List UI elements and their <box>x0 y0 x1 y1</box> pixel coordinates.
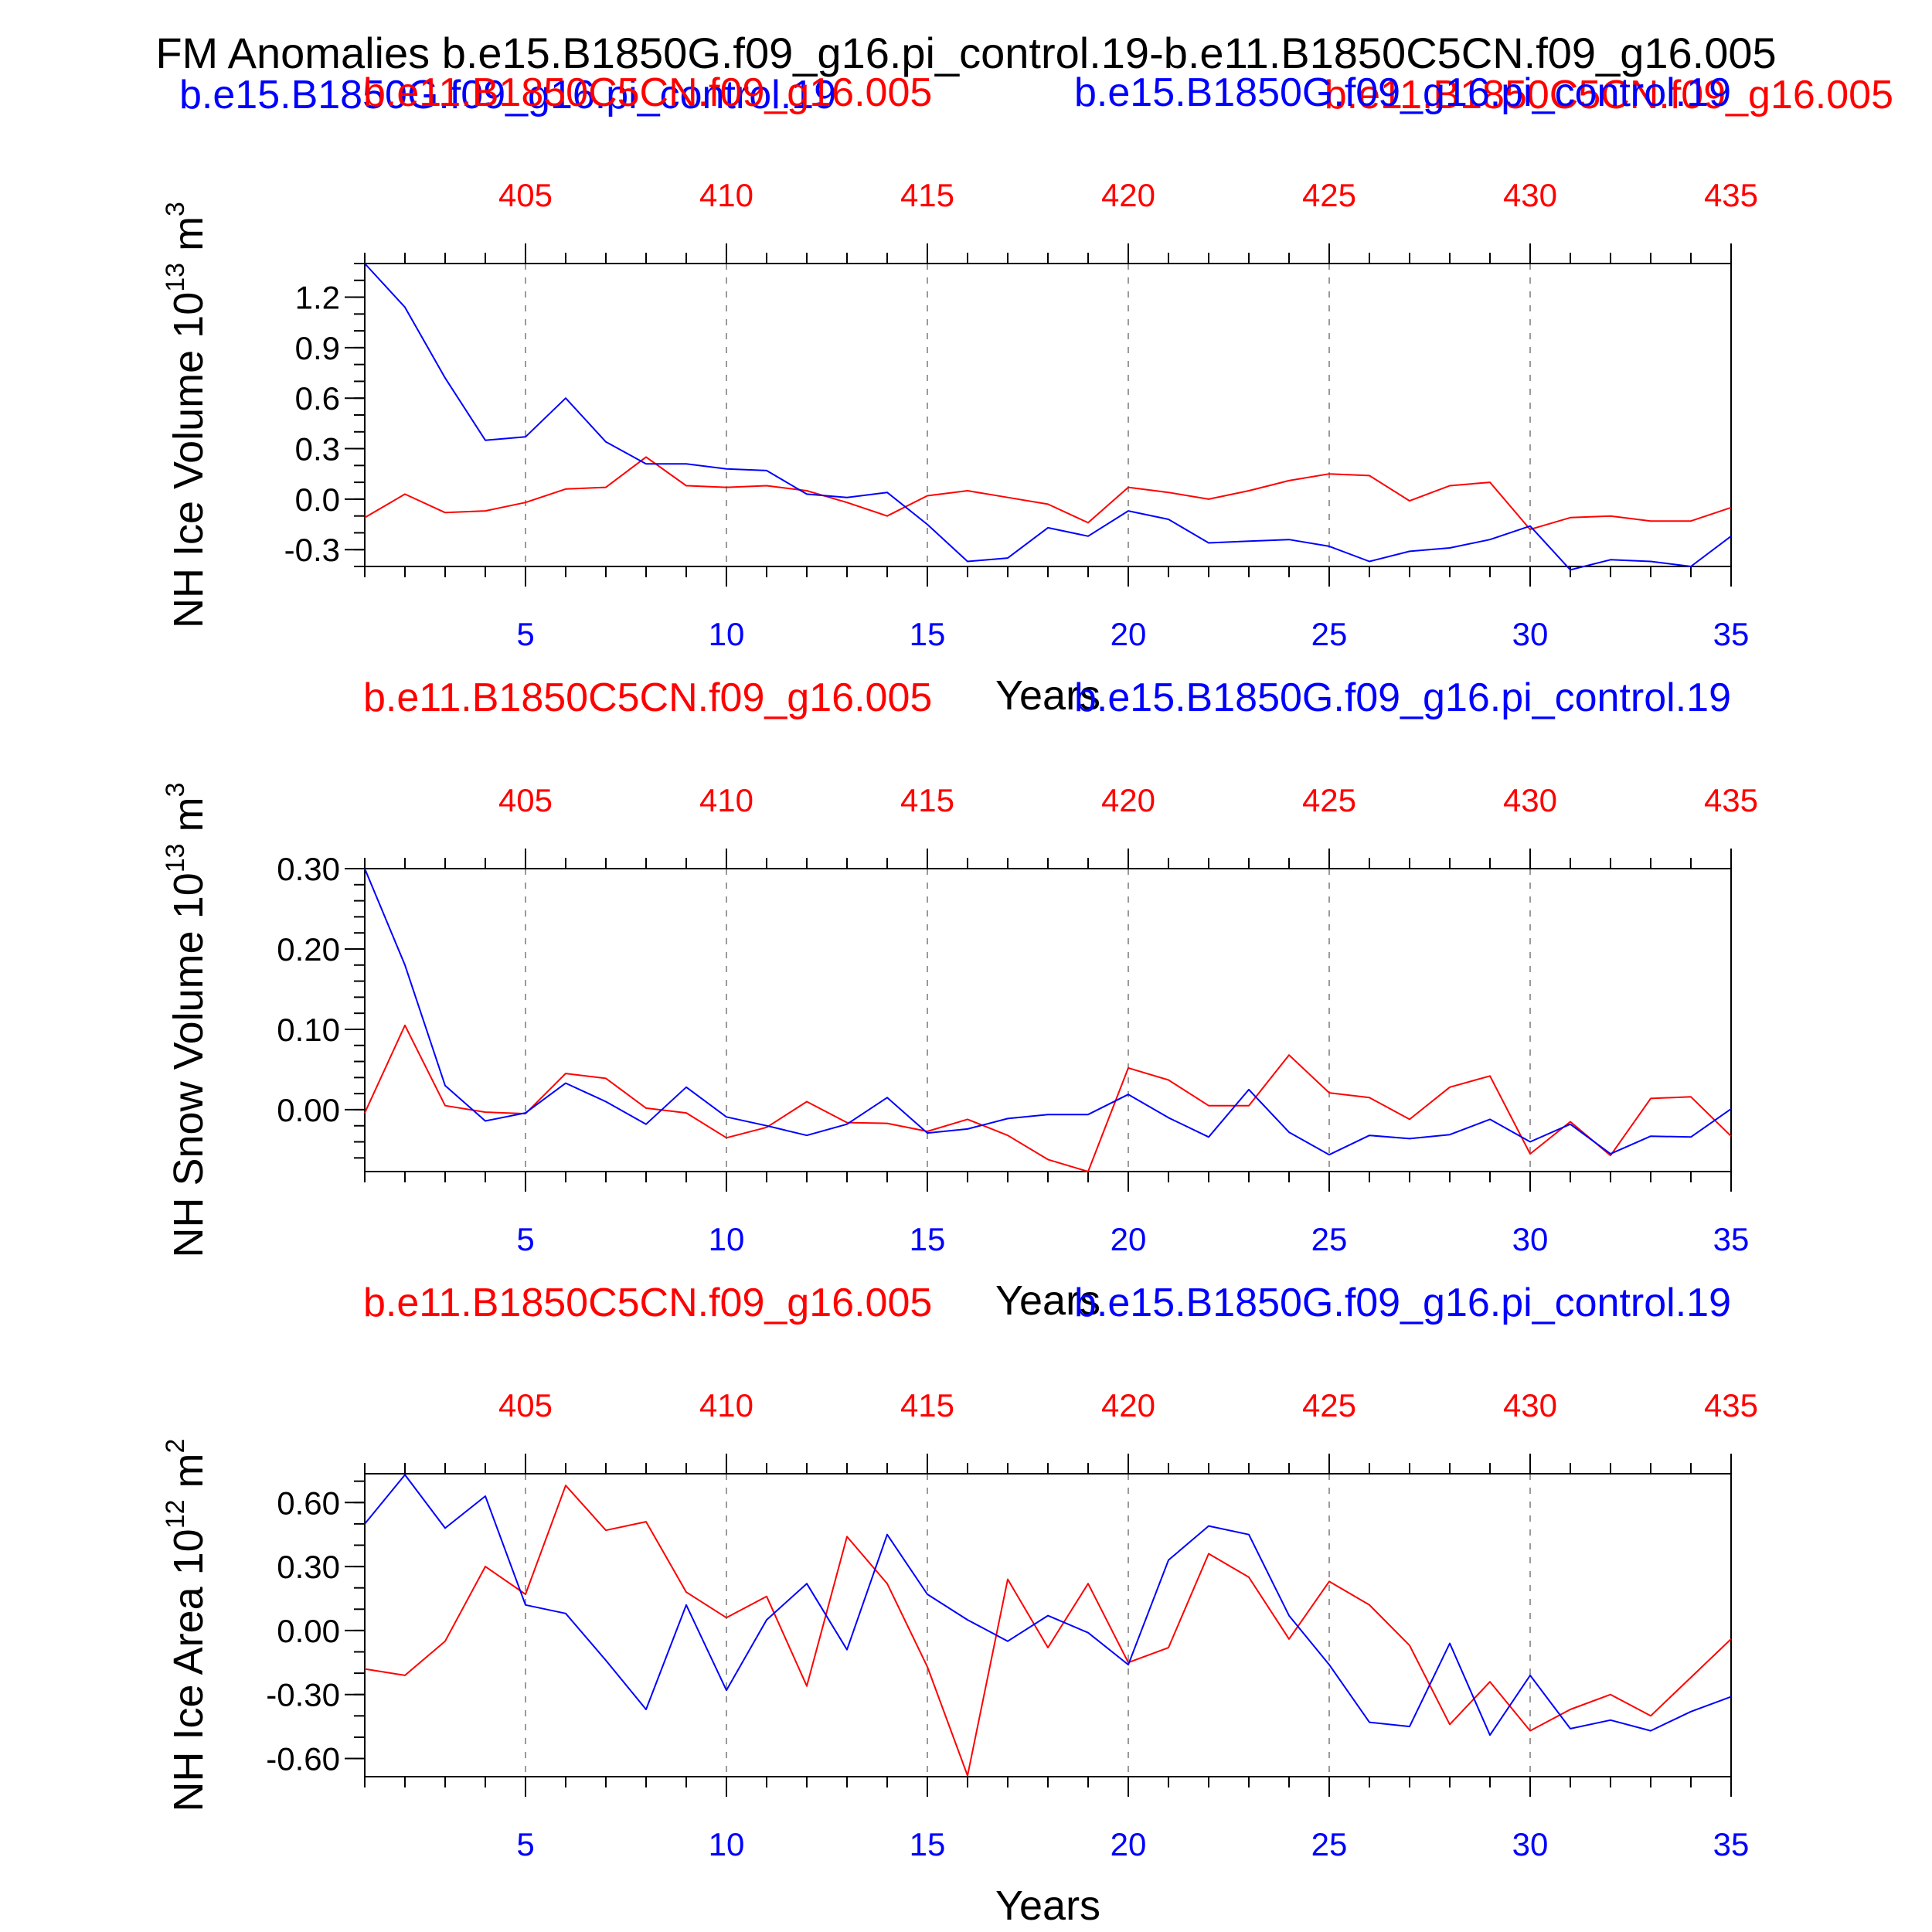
x-top-tick-label: 425 <box>1302 1387 1356 1423</box>
series-line-case2 <box>364 1485 1732 1777</box>
x-top-tick-label: 435 <box>1704 1387 1758 1423</box>
x-tick-label: 5 <box>516 1221 534 1257</box>
x-tick-label: 35 <box>1713 1221 1750 1257</box>
x-top-tick-label: 415 <box>900 1387 954 1423</box>
x-tick-label: 15 <box>910 1826 946 1862</box>
x-tick-label: 25 <box>1311 1221 1348 1257</box>
x-top-tick-label: 420 <box>1101 177 1155 213</box>
x-tick-label: 25 <box>1311 616 1348 652</box>
x-tick-label: 15 <box>910 616 946 652</box>
y-tick-label: 0.60 <box>277 1485 340 1521</box>
x-tick-label: 5 <box>516 616 534 652</box>
y-tick-label: 0.3 <box>295 431 340 468</box>
y-tick-label: 0.30 <box>277 1549 340 1585</box>
y-tick-label: 0.30 <box>277 851 340 887</box>
y-tick-label: 0.6 <box>295 380 340 417</box>
x-top-tick-label: 425 <box>1302 782 1356 818</box>
x-tick-label: 35 <box>1713 1826 1750 1862</box>
panel-title-left: b.e11.B1850C5CN.f09_g16.005 <box>363 70 932 115</box>
x-top-tick-label: 430 <box>1503 177 1557 213</box>
chart-panel-1: b.e11.B1850C5CN.f09_g16.005 b.e15.B1850G.… <box>161 70 1758 719</box>
chart-panel-2: b.e11.B1850C5CN.f09_g16.005 b.e15.B1850G.… <box>161 675 1758 1324</box>
series-line-case1 <box>364 263 1732 571</box>
x-top-tick-label: 405 <box>498 782 553 818</box>
series-line-case2 <box>364 1024 1732 1172</box>
y-axis-label: NH Ice Volume 1013 m3 <box>161 202 212 628</box>
x-tick-label: 10 <box>709 1826 745 1862</box>
x-axis-label: Years <box>995 672 1100 719</box>
x-axis-label: Years <box>995 1277 1100 1324</box>
x-tick-label: 20 <box>1111 1826 1147 1862</box>
y-tick-label: 0.00 <box>277 1092 340 1128</box>
x-top-tick-label: 435 <box>1704 177 1758 213</box>
header-case-left: b.e15.B1850G.f09_g16.pi_control.19 <box>179 73 836 117</box>
y-tick-label: 1.2 <box>295 280 340 316</box>
x-top-tick-label: 415 <box>900 782 954 818</box>
panel-title-right: b.e15.B1850G.f09_g16.pi_control.19 <box>1074 1281 1731 1325</box>
x-top-tick-label: 410 <box>699 1387 753 1423</box>
header-case-right: b.e11.B1850C5CN.f09_g16.005 <box>1325 73 1893 117</box>
x-top-tick-label: 430 <box>1503 1387 1557 1423</box>
x-top-tick-label: 405 <box>498 177 553 213</box>
y-tick-label: 0.00 <box>277 1613 340 1649</box>
y-tick-label: 0.20 <box>277 931 340 968</box>
y-axis-label: NH Snow Volume 1013 m3 <box>161 782 212 1257</box>
panel-title-right: b.e15.B1850G.f09_g16.pi_control.19 <box>1074 70 1731 115</box>
x-tick-label: 30 <box>1512 1826 1549 1862</box>
x-top-tick-label: 410 <box>699 782 753 818</box>
y-tick-label: 0.10 <box>277 1012 340 1048</box>
y-tick-label: 0.0 <box>295 481 340 518</box>
x-top-tick-label: 430 <box>1503 782 1557 818</box>
x-top-tick-label: 405 <box>498 1387 553 1423</box>
x-top-tick-label: 420 <box>1101 782 1155 818</box>
x-top-tick-label: 415 <box>900 177 954 213</box>
y-tick-label: -0.30 <box>266 1677 340 1713</box>
series-line-case1 <box>364 1474 1732 1736</box>
x-top-tick-label: 420 <box>1101 1387 1155 1423</box>
panel-title-left: b.e11.B1850C5CN.f09_g16.005 <box>363 1281 932 1325</box>
main-title: FM Anomalies b.e15.B1850G.f09_g16.pi_con… <box>155 29 1776 77</box>
x-tick-label: 10 <box>709 616 745 652</box>
y-tick-label: -0.3 <box>284 532 340 568</box>
x-tick-label: 5 <box>516 1826 534 1862</box>
panel-title-left: b.e11.B1850C5CN.f09_g16.005 <box>363 675 932 720</box>
x-tick-label: 15 <box>910 1221 946 1257</box>
panel-title-right: b.e15.B1850G.f09_g16.pi_control.19 <box>1074 675 1731 720</box>
chart-panel-3: b.e11.B1850C5CN.f09_g16.005 b.e15.B1850G.… <box>161 1281 1758 1929</box>
y-tick-label: -0.60 <box>266 1741 340 1777</box>
y-axis-label: NH Ice Area 1012 m2 <box>161 1439 212 1812</box>
y-tick-label: 0.9 <box>295 330 340 366</box>
x-tick-label: 30 <box>1512 1221 1549 1257</box>
x-tick-label: 10 <box>709 1221 745 1257</box>
series-line-case1 <box>364 868 1732 1156</box>
series-line-case2 <box>364 456 1732 531</box>
x-axis-label: Years <box>995 1883 1100 1929</box>
x-top-tick-label: 410 <box>699 177 753 213</box>
x-top-tick-label: 425 <box>1302 177 1356 213</box>
x-top-tick-label: 435 <box>1704 782 1758 818</box>
x-tick-label: 25 <box>1311 1826 1348 1862</box>
x-tick-label: 20 <box>1111 1221 1147 1257</box>
x-tick-label: 35 <box>1713 616 1750 652</box>
x-tick-label: 30 <box>1512 616 1549 652</box>
x-tick-label: 20 <box>1111 616 1147 652</box>
